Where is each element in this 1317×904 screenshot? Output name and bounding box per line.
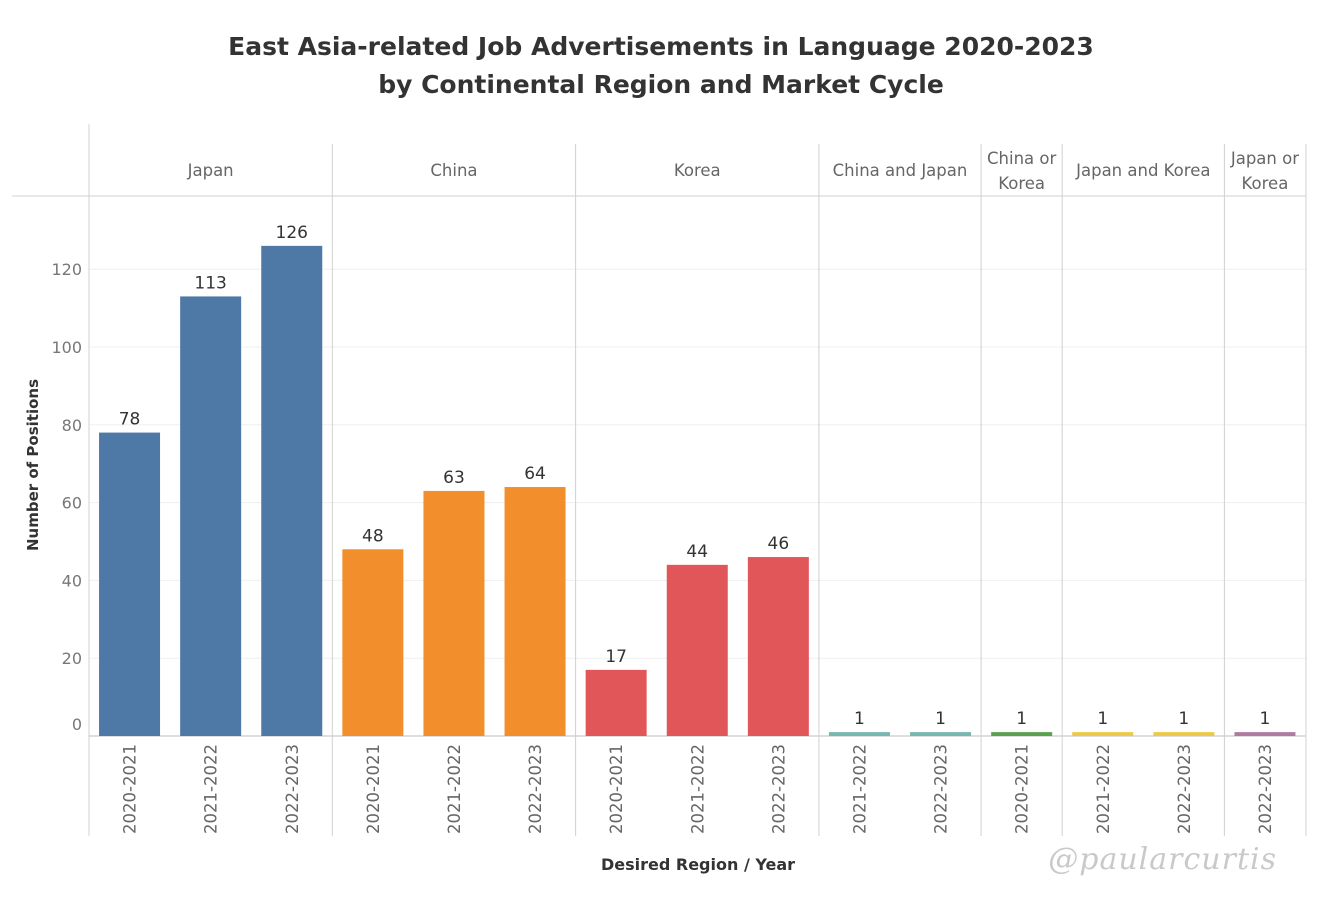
x-tick-label: 2022-2023 [526, 744, 545, 834]
region-header: Japan [187, 161, 234, 180]
data-label: 113 [194, 273, 226, 293]
bar-japan-2021-2022 [180, 296, 242, 736]
bar-japan-and-korea-2021-2022 [1072, 732, 1134, 736]
bar-china-and-japan-2021-2022 [828, 732, 890, 736]
region-header: China [430, 161, 477, 180]
data-label: 126 [276, 223, 308, 243]
bar-china-2022-2023 [504, 487, 566, 736]
bar-korea-2020-2021 [585, 669, 647, 736]
x-tick-label: 2021-2022 [445, 744, 464, 834]
x-tick-label: 2020-2021 [121, 744, 140, 834]
x-tick-label: 2021-2022 [1094, 744, 1113, 834]
y-tick-label: 0 [72, 715, 82, 734]
x-tick-label: 2022-2023 [283, 744, 302, 834]
bar-japan-and-korea-2022-2023 [1153, 732, 1215, 736]
x-tick-label: 2021-2022 [688, 744, 707, 834]
data-label: 63 [443, 468, 465, 488]
x-tick-label: 2022-2023 [932, 744, 951, 834]
y-tick-label: 100 [51, 338, 82, 357]
data-label: 44 [686, 542, 708, 562]
watermark: @paularcurtis [1048, 842, 1277, 877]
bar-china-and-japan-2022-2023 [910, 732, 972, 736]
bar-china-2020-2021 [342, 549, 404, 736]
x-axis-title-part: / [738, 855, 750, 874]
x-tick-label: 2022-2023 [1175, 744, 1194, 834]
x-axis-title: Desired Region / Year [601, 855, 795, 874]
x-tick-label: 2021-2022 [850, 744, 869, 834]
y-tick-label: 60 [62, 494, 82, 513]
region-header: Japan or [1230, 149, 1299, 168]
x-axis-title-part: Desired Region [601, 855, 738, 874]
region-header: China and Japan [833, 161, 968, 180]
bar-korea-2021-2022 [666, 564, 728, 736]
region-header: Korea [674, 161, 721, 180]
y-tick-label: 80 [62, 416, 82, 435]
region-header: Japan and Korea [1075, 161, 1210, 180]
x-tick-label: 2020-2021 [607, 744, 626, 834]
y-tick-label: 120 [51, 260, 82, 279]
bar-japan-2022-2023 [261, 245, 323, 737]
y-tick-label: 40 [62, 571, 82, 590]
region-header: China or [987, 149, 1056, 168]
x-tick-label: 2021-2022 [202, 744, 221, 834]
data-label: 1 [1260, 709, 1271, 729]
data-label: 1 [1178, 709, 1189, 729]
region-header: Korea [998, 174, 1045, 193]
x-tick-label: 2022-2023 [1256, 744, 1275, 834]
data-label: 78 [119, 410, 141, 430]
bar-china-2021-2022 [423, 490, 485, 736]
x-tick-label: 2022-2023 [769, 744, 788, 834]
bar-korea-2022-2023 [747, 557, 809, 736]
x-axis-title-part: Year [750, 855, 795, 874]
y-axis-title: Number of Positions [24, 379, 42, 551]
data-label: 46 [768, 534, 790, 554]
y-tick-label: 20 [62, 649, 82, 668]
data-label: 1 [854, 709, 865, 729]
bar-japan-or-korea-2022-2023 [1234, 732, 1296, 736]
bar-japan-2020-2021 [99, 432, 161, 736]
chart-title-line-1: East Asia-related Job Advertisements in … [228, 32, 1094, 61]
data-label: 17 [605, 647, 627, 667]
data-label: 1 [935, 709, 946, 729]
chart-title-line-2: by Continental Region and Market Cycle [378, 70, 944, 99]
bar-china-or-korea-2020-2021 [991, 732, 1053, 736]
data-label: 1 [1097, 709, 1108, 729]
x-tick-label: 2020-2021 [1013, 744, 1032, 834]
chart-title: East Asia-related Job Advertisements in … [0, 28, 1317, 104]
region-header: Korea [1242, 174, 1289, 193]
data-label: 64 [524, 464, 546, 484]
data-label: 1 [1016, 709, 1027, 729]
x-tick-label: 2020-2021 [364, 744, 383, 834]
data-label: 48 [362, 526, 384, 546]
